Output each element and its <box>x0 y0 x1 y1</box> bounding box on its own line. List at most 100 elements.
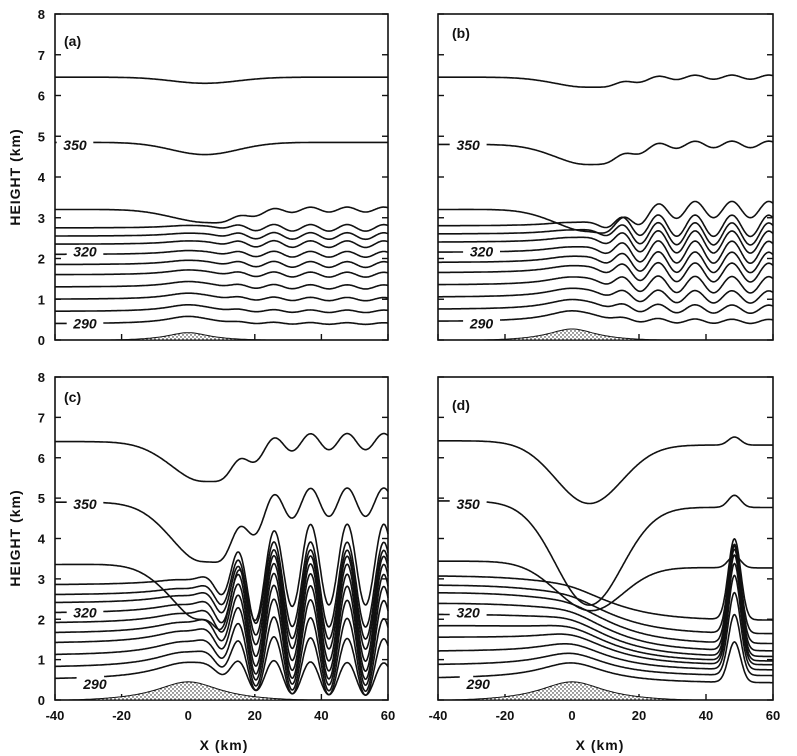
isentrope <box>438 214 774 238</box>
plot-frame <box>54 13 389 341</box>
contour-label: 290 <box>72 316 97 332</box>
y-tick-label: 0 <box>38 333 45 348</box>
isentrope <box>438 554 773 658</box>
panel-label: (d) <box>452 397 470 413</box>
contour-label: 320 <box>73 604 97 620</box>
y-tick-label: 4 <box>38 170 46 185</box>
isentrope <box>438 641 773 684</box>
y-tick-label: 2 <box>38 612 45 627</box>
isentrope <box>55 562 389 662</box>
isentrope <box>55 549 389 640</box>
terrain <box>108 332 269 341</box>
isentrope <box>438 140 774 166</box>
isentrope <box>55 206 389 224</box>
x-axis-title: X (km) <box>576 737 625 753</box>
y-tick-label: 0 <box>38 693 45 708</box>
isentrope <box>55 223 389 232</box>
isentrope <box>438 74 774 88</box>
y-tick-label: 1 <box>38 653 45 668</box>
isentrope <box>438 310 774 325</box>
contour-label: 290 <box>466 676 491 692</box>
y-axis-title: HEIGHT (km) <box>7 489 23 586</box>
isentrope <box>438 200 774 234</box>
contour-label: 320 <box>470 244 494 260</box>
isentrope <box>55 432 389 483</box>
isentrope <box>55 487 389 563</box>
x-tick-label: 40 <box>314 708 328 723</box>
panel-b: (b) 350 320 290 <box>437 13 774 341</box>
y-tick-label: 2 <box>38 252 45 267</box>
isentrope <box>55 231 389 241</box>
isentrope <box>55 554 389 650</box>
isentrope <box>55 239 389 249</box>
isentrope <box>55 292 389 302</box>
isentrope <box>438 240 774 264</box>
contour-label: 320 <box>456 604 480 620</box>
contour-label: 350 <box>63 137 87 153</box>
terrain <box>451 681 693 701</box>
isentrope <box>438 543 773 635</box>
y-tick-label: 3 <box>38 211 45 226</box>
isentrope <box>55 616 389 692</box>
y-tick-label: 5 <box>38 129 45 144</box>
panel-label: (b) <box>452 25 470 41</box>
isentrope <box>55 304 389 314</box>
x-tick-label: 20 <box>248 708 262 723</box>
x-tick-label: 60 <box>381 708 395 723</box>
y-tick-label: 3 <box>38 572 45 587</box>
isentrope <box>438 554 773 612</box>
contour-label: 350 <box>456 137 480 153</box>
x-tick-label: -20 <box>112 708 131 723</box>
terrain <box>481 328 663 341</box>
y-tick-label: 5 <box>38 491 45 506</box>
isentrope <box>438 436 773 505</box>
isentrope <box>55 523 389 631</box>
isentrope <box>438 261 774 283</box>
y-tick-label: 8 <box>38 7 45 22</box>
y-axis-title: HEIGHT (km) <box>7 128 23 225</box>
contour-label: 290 <box>469 316 494 332</box>
y-tick-label: 8 <box>38 370 45 385</box>
x-tick-label: -40 <box>46 708 65 723</box>
x-axis-title: X (km) <box>200 737 249 753</box>
isentrope <box>55 269 389 278</box>
isentrope <box>54 541 389 628</box>
panel-label: (c) <box>64 389 81 405</box>
panel-d: (d) X (km) -40 -20 0 20 40 60 350 320 290 <box>429 376 780 753</box>
panel-label: (a) <box>64 33 81 49</box>
terrain <box>68 681 309 701</box>
y-tick-label: 7 <box>38 410 45 425</box>
isentrope <box>55 584 389 680</box>
isentrope <box>55 280 389 290</box>
x-tick-label: 0 <box>568 708 575 723</box>
isentrope <box>438 591 773 671</box>
isentrope <box>55 76 388 85</box>
contour-label: 320 <box>73 244 97 260</box>
contour-label: 350 <box>73 496 97 512</box>
isentrope <box>438 275 774 294</box>
isentrope <box>55 141 388 156</box>
isentrope <box>55 598 389 686</box>
y-tick-label: 6 <box>38 451 45 466</box>
isentrope <box>55 249 389 258</box>
isentrope <box>438 221 774 246</box>
x-tick-label: -20 <box>496 708 515 723</box>
panel-c: (c) HEIGHT (km) X (km) 0 1 2 3 4 5 6 7 8 -40 -20 0 2… <box>7 370 395 753</box>
contour-label: 290 <box>82 676 107 692</box>
isentrope <box>438 538 773 621</box>
isentrope <box>55 315 389 326</box>
y-tick-label: 1 <box>38 292 45 307</box>
isentrope <box>438 548 773 652</box>
isentrope <box>54 659 389 696</box>
isentrope <box>438 287 774 304</box>
y-tick-label: 4 <box>38 532 46 547</box>
x-tick-label: -40 <box>429 708 448 723</box>
isentrope <box>438 562 773 662</box>
x-tick-label: 0 <box>185 708 192 723</box>
isentrope <box>437 613 773 677</box>
y-tick-label: 6 <box>38 89 45 104</box>
isentrope <box>438 230 774 254</box>
isentrope <box>55 636 389 696</box>
isentrope <box>438 251 774 274</box>
